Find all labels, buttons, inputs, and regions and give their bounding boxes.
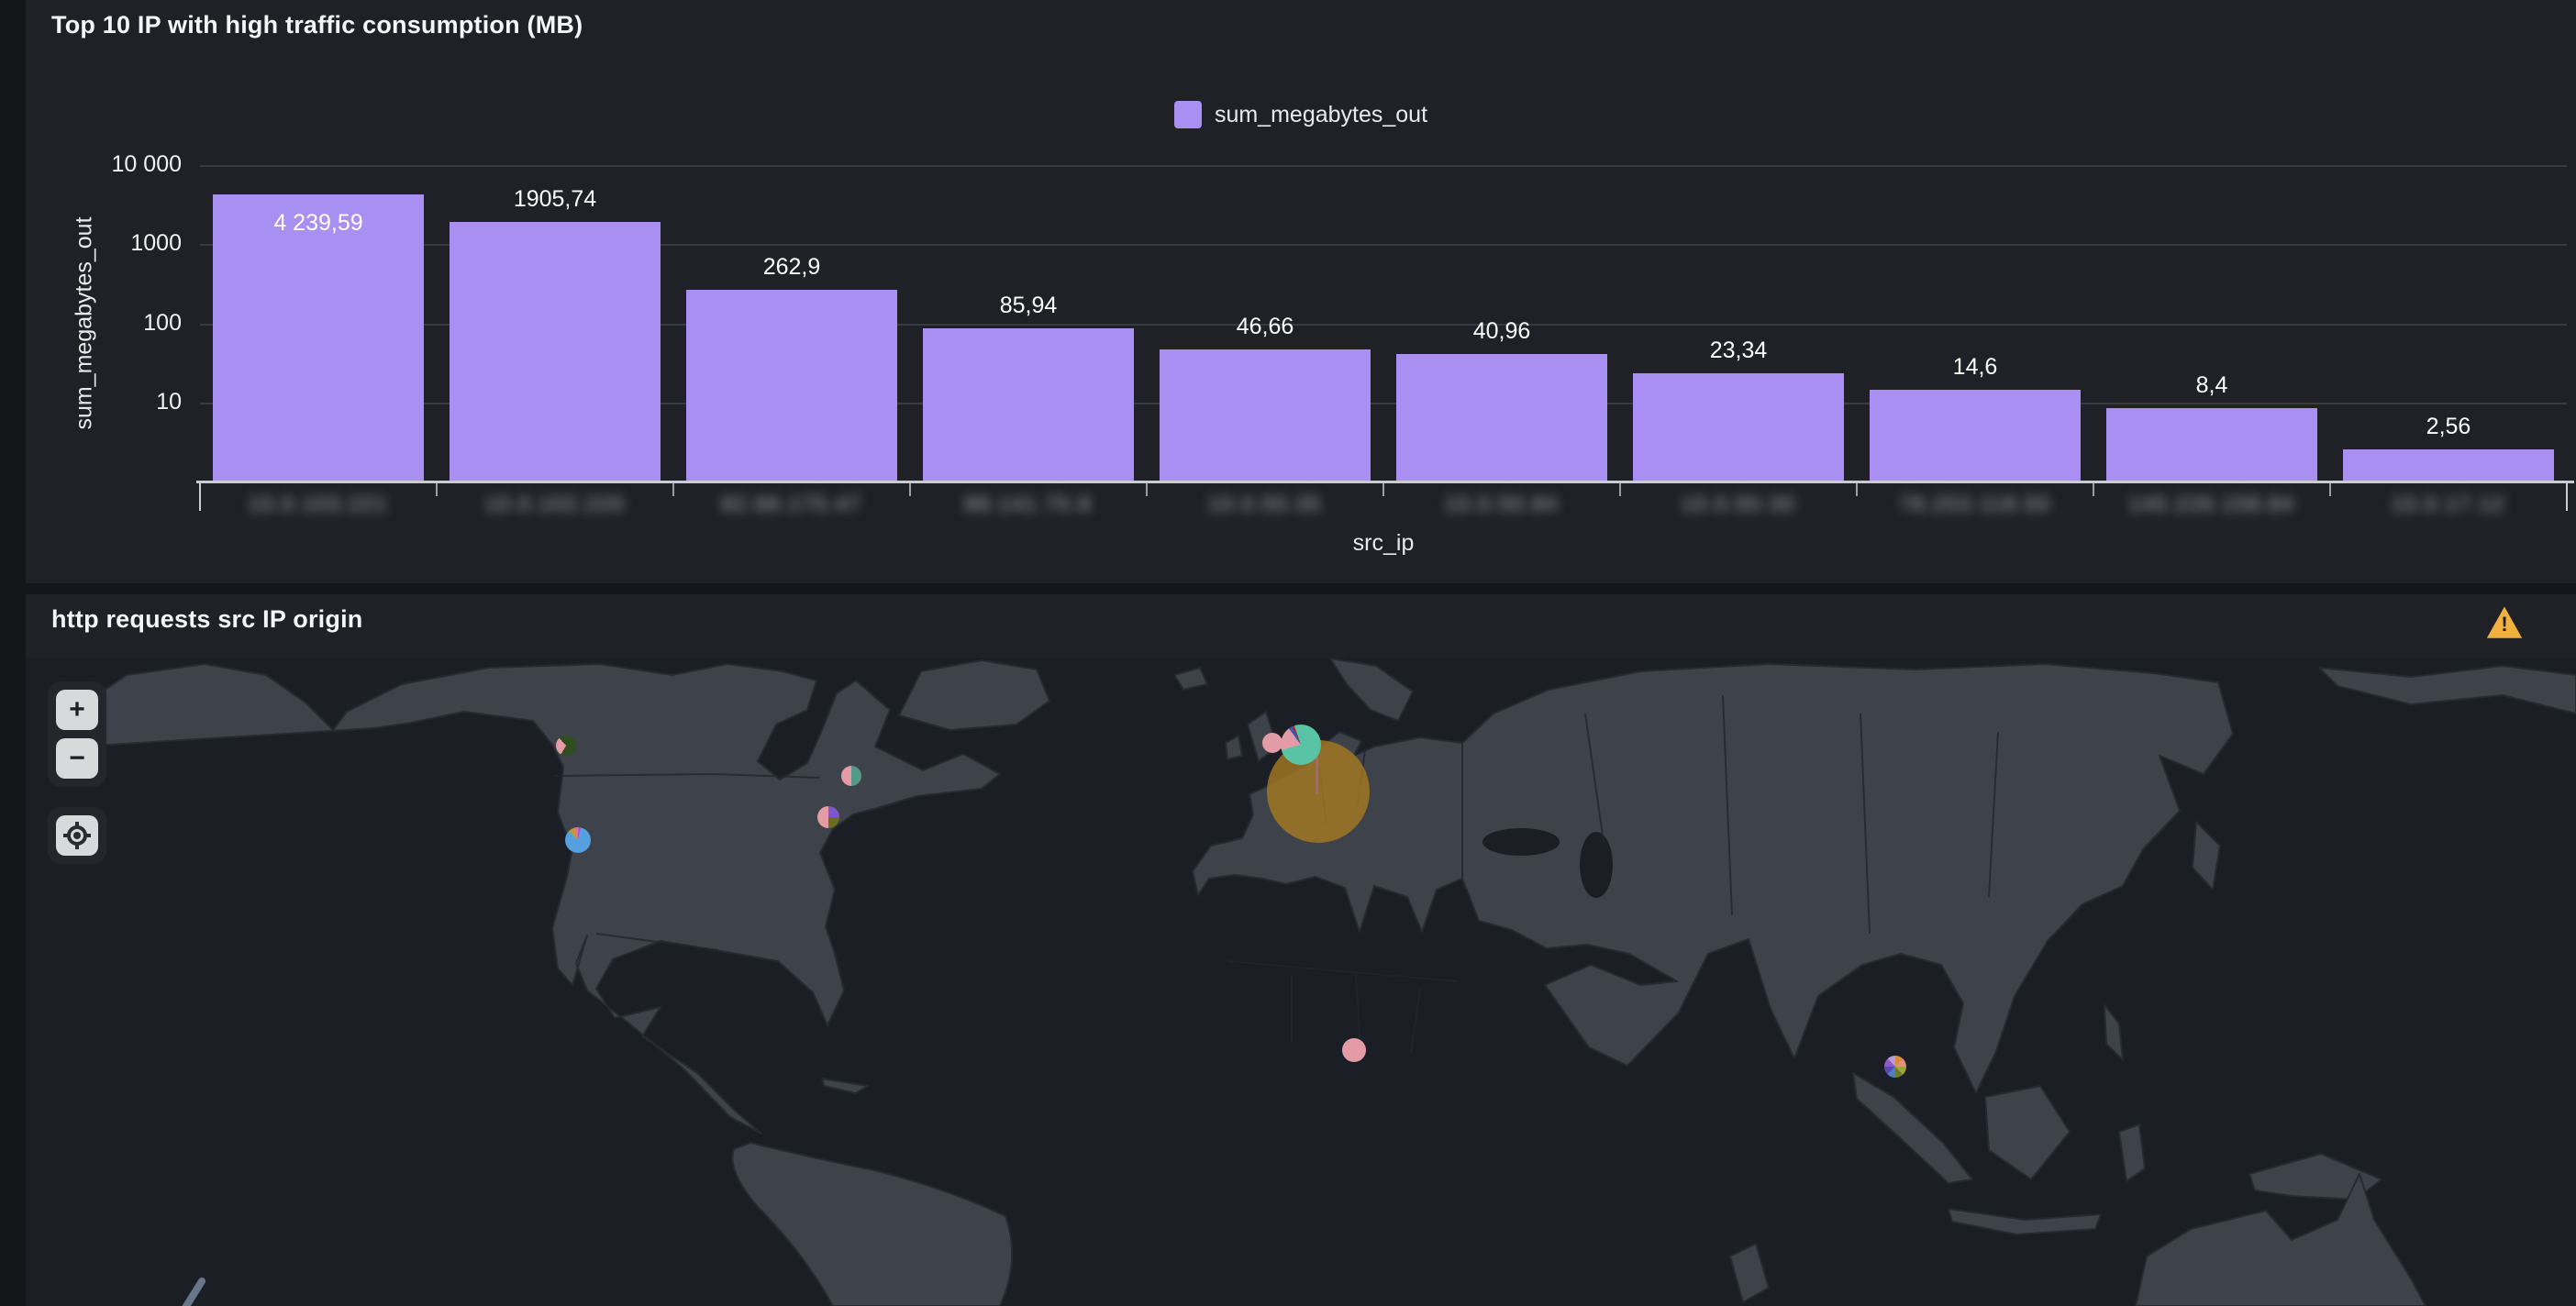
bar-4[interactable] [923,328,1134,481]
bar-value-label: 262,9 [762,254,821,281]
bar-value-label: 85,94 [999,293,1058,319]
x-tick-label-redacted: 82.66.175.47 [721,493,862,515]
bar-cell: 2,56 10.0.17.12 [2330,165,2567,515]
world-map[interactable]: + − [26,659,2576,1306]
bar-value-label: 23,34 [1709,338,1768,364]
bar-value-label: 8,4 [2195,372,2228,399]
axis-tick [1856,483,1858,496]
x-tick-label-redacted: 145.226.158.84 [2128,493,2295,515]
legend-label[interactable]: sum_megabytes_out [1214,101,1428,127]
x-tick-label-redacted: 10.0.50.84 [1445,493,1559,515]
map-controls: + − [48,681,106,864]
locate-button[interactable] [56,815,98,856]
locate-icon [63,822,91,849]
chart-panel-title: Top 10 IP with high traffic consumption … [51,11,583,39]
map-panel-title: http requests src IP origin [51,605,363,633]
axis-tick [199,483,201,511]
axis-tick [672,483,674,496]
x-tick-label-redacted: 10.0.17.12 [2392,493,2505,515]
bar-cell: 8,4 145.226.158.84 [2093,165,2330,515]
bar-cell: 40,96 10.0.50.84 [1383,165,1620,515]
zoom-in-button[interactable]: + [56,690,98,730]
axis-tick [1619,483,1621,496]
warning-icon[interactable]: ! [2486,605,2523,640]
bar-cell: 23,34 10.0.50.30 [1620,165,1857,515]
axis-tick [1146,483,1148,496]
zoom-out-button[interactable]: − [56,738,98,779]
bar-cell: 85,94 88.141.75.8 [910,165,1147,515]
axis-tick [2329,483,2331,496]
map-marker-western-europe-bubble[interactable] [1267,740,1370,843]
x-axis-title: src_ip [1352,530,1415,556]
zoom-control-group: + − [48,681,106,787]
bar-8[interactable] [1870,389,2081,481]
map-marker-northeast-canada-pie[interactable] [841,766,861,786]
gridline [200,402,2567,404]
legend-swatch[interactable] [1173,101,1202,128]
chart-legend: sum_megabytes_out [26,101,2576,128]
x-tick-label-redacted: 10.0.102.220 [484,493,626,515]
map-marker-atlantic-europe-dot[interactable] [1262,733,1282,753]
map-marker-western-europe-pie[interactable] [1281,725,1321,765]
gridline [200,323,2567,326]
bar-6[interactable] [1396,353,1607,481]
bar-2[interactable] [450,222,661,481]
x-axis-line [196,481,2574,483]
bar-7[interactable] [1633,373,1844,481]
axis-tick [1382,483,1384,496]
map-marker-southeast-asia-pie[interactable] [1884,1056,1906,1078]
bar-5[interactable] [1160,349,1371,481]
x-tick-label-redacted: 10.0.50.35 [1208,493,1322,515]
y-tick-label: 100 [143,309,182,336]
bar-value-label: 1905,74 [513,186,597,213]
panel-map-ip-origin: http requests src IP origin ! [26,594,2576,1306]
bar-value-label: 40,96 [1472,317,1531,344]
bar-3[interactable] [686,290,897,481]
y-tick-label: 10 000 [111,151,182,177]
bar-series: 4 239,59 10.0.103.221 1905,74 10.0.102.220 2… [200,165,2567,515]
x-tick-label-redacted: 10.0.50.30 [1682,493,1795,515]
bar-value-label: 2,56 [2426,413,2471,439]
x-tick-label-redacted: 88.141.75.8 [964,493,1093,515]
map-marker-pacific-northwest-pie[interactable] [556,736,576,756]
bar-cell: 262,9 82.66.175.47 [673,165,910,515]
x-tick-label-redacted: 10.0.103.221 [248,493,389,515]
bar-1[interactable] [213,194,424,481]
locate-control-group [48,807,106,864]
axis-tick [2566,483,2568,511]
bar-chart-plot-area: 4 239,59 10.0.103.221 1905,74 10.0.102.220 2… [199,165,2568,515]
bar-value-label: 14,6 [1952,353,1998,380]
bar-value-label: 4 239,59 [273,210,363,237]
bar-cell: 1905,74 10.0.102.220 [437,165,673,515]
map-marker-us-east-coast-pie[interactable] [817,806,839,828]
y-tick-label: 1000 [130,230,182,257]
bar-cell: 46,66 10.0.50.35 [1147,165,1383,515]
map-marker-california-pie[interactable] [565,827,591,853]
bar-cell: 14,6 78.253.118.50 [1857,165,2093,515]
bar-cell: 4 239,59 10.0.103.221 [200,165,437,515]
world-map-landmass [80,659,2576,1306]
x-tick-label-redacted: 78.253.118.50 [1899,493,2051,515]
bar-10[interactable] [2343,448,2554,481]
warning-exclamation: ! [2501,613,2508,636]
bar-value-label: 46,66 [1236,314,1294,340]
axis-tick [909,483,911,496]
panel-top-traffic-chart: Top 10 IP with high traffic consumption … [26,0,2576,583]
axis-tick [436,483,438,496]
map-marker-central-africa-dot[interactable] [1342,1038,1366,1062]
y-tick-label: 10 [156,388,182,415]
anchor-line [1316,747,1318,794]
axis-tick [2093,483,2094,496]
bar-9[interactable] [2106,408,2317,481]
gridline [200,165,2567,167]
gridline [200,244,2567,247]
